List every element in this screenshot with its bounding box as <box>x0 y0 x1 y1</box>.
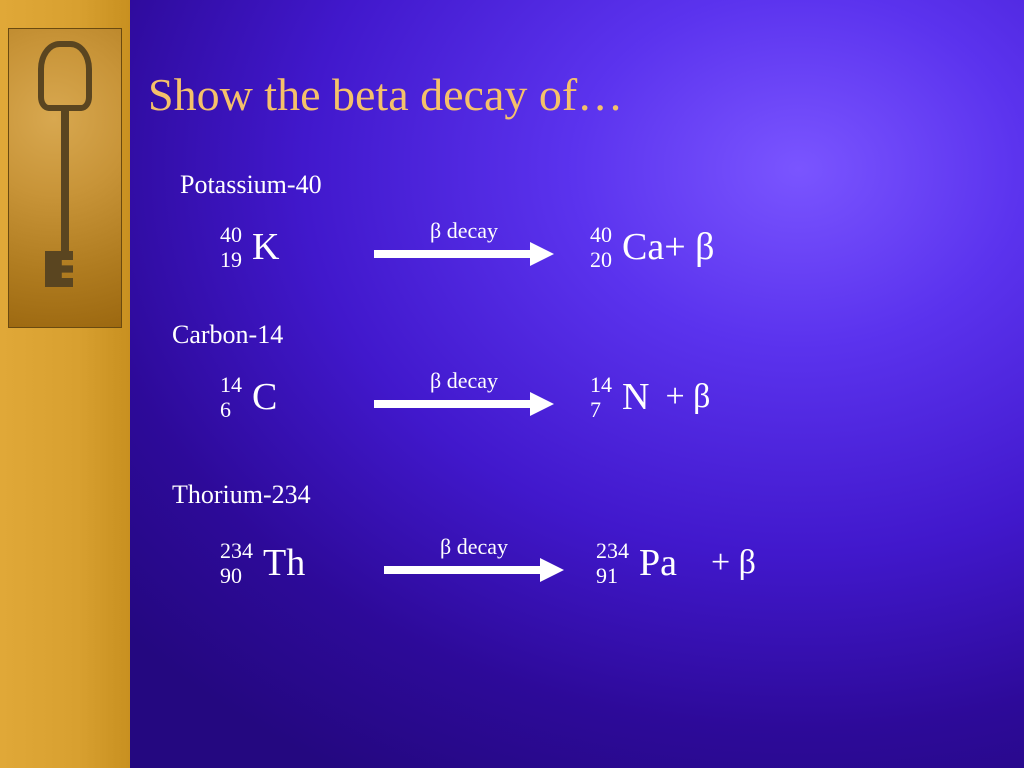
parent-nuclide: 40 19 K <box>220 222 279 273</box>
atomic-number: 90 <box>220 563 253 588</box>
arrow-label: β decay <box>374 368 554 394</box>
element-symbol: K <box>252 225 279 269</box>
mass-number: 40 <box>220 222 242 247</box>
slide-title: Show the beta decay of… <box>148 68 623 121</box>
beta-particle: + β <box>711 544 756 582</box>
atomic-number: 20 <box>590 247 612 272</box>
reaction-label: Potassium-40 <box>180 170 322 200</box>
element-symbol: Th <box>263 541 305 585</box>
sidebar <box>0 0 130 768</box>
arrow-label: β decay <box>374 218 554 244</box>
decay-arrow: β decay <box>374 368 554 412</box>
element-symbol: C <box>252 375 277 419</box>
mass-number: 14 <box>220 372 242 397</box>
reaction-label: Thorium-234 <box>172 480 311 510</box>
arrow-label: β decay <box>384 534 564 560</box>
decay-arrow: β decay <box>384 534 564 578</box>
atomic-number: 91 <box>596 563 629 588</box>
slide: Show the beta decay of… Potassium-40 40 … <box>0 0 1024 768</box>
element-symbol: Pa <box>639 541 677 585</box>
atomic-number: 7 <box>590 397 612 422</box>
element-symbol: N <box>622 375 649 419</box>
decay-arrow: β decay <box>374 218 554 262</box>
mass-number: 234 <box>596 538 629 563</box>
parent-nuclide: 14 6 C <box>220 372 277 423</box>
mass-number: 14 <box>590 372 612 397</box>
parent-nuclide: 234 90 Th <box>220 538 305 589</box>
reaction-label: Carbon-14 <box>172 320 283 350</box>
mass-number: 40 <box>590 222 612 247</box>
key-image <box>8 28 122 328</box>
atomic-number: 6 <box>220 397 242 422</box>
daughter-nuclide: 234 91 Pa + β <box>596 538 756 589</box>
key-icon <box>35 41 95 301</box>
daughter-nuclide: 40 20 Ca+ β <box>590 222 714 273</box>
daughter-nuclide: 14 7 N + β <box>590 372 710 423</box>
beta-particle: + β <box>665 378 710 416</box>
atomic-number: 19 <box>220 247 242 272</box>
content-area: Show the beta decay of… Potassium-40 40 … <box>130 0 1024 768</box>
element-symbol: Ca+ β <box>622 225 714 269</box>
mass-number: 234 <box>220 538 253 563</box>
